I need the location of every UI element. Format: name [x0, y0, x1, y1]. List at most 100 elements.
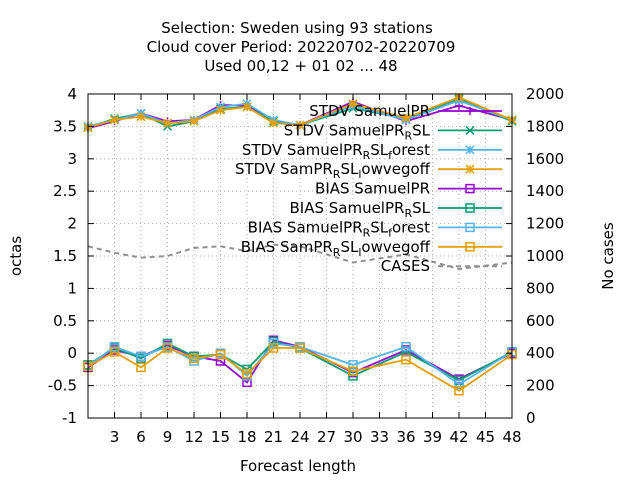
- data-point: [295, 343, 305, 353]
- data-point: [348, 99, 358, 109]
- legend-item-7: BIAS SamPRRSLlowvegoff: [241, 238, 502, 259]
- data-point: [215, 349, 226, 360]
- y2-tick-label: 1400: [526, 182, 564, 200]
- y2-tick-label: 1800: [526, 117, 564, 135]
- data-point: [136, 362, 146, 373]
- legend-key-marker: [465, 125, 475, 135]
- y-tick-label: -1: [62, 409, 77, 427]
- y-tick-label: 4: [67, 85, 77, 103]
- legend-label: BIAS SamuelPRRSLforest: [248, 218, 430, 239]
- legend-key-marker: [465, 242, 475, 252]
- series-8: [87, 243, 513, 270]
- data-point: [136, 351, 146, 362]
- x-tick-label: 9: [163, 428, 173, 446]
- data-point: [109, 115, 120, 125]
- y2-tick-label: 200: [526, 377, 555, 395]
- x-tick-label: 18: [237, 428, 256, 446]
- legend-item-3: STDV SamPRRSLlowvegoff: [235, 160, 502, 181]
- legend-key-marker: [466, 107, 474, 115]
- data-point: [189, 116, 199, 126]
- series-line: [87, 346, 513, 392]
- legend-item-5: BIAS SamuelPRRSL: [289, 199, 502, 220]
- series-line: [87, 342, 513, 386]
- y2-tick-label: 2000: [526, 85, 564, 103]
- data-point: [454, 386, 464, 396]
- data-point: [215, 105, 226, 115]
- data-point: [401, 113, 411, 123]
- x-tick-label: 48: [502, 428, 521, 446]
- legend-item-0: STDV SamuelPR: [309, 102, 502, 120]
- y2-tick-label: 1200: [526, 215, 564, 233]
- y2-tick-label: 0: [526, 409, 536, 427]
- legend-key-marker: [465, 183, 475, 194]
- legend-key-marker: [465, 145, 475, 155]
- x-tick-label: 27: [317, 428, 336, 446]
- chart-title: Selection: Sweden using 93 stations Clou…: [147, 19, 456, 75]
- data-point: [401, 341, 411, 352]
- title-line-1: Selection: Sweden using 93 stations: [161, 19, 433, 37]
- x-tick-label: 36: [396, 428, 415, 446]
- x-tick-label: 42: [449, 428, 468, 446]
- legend-item-6: BIAS SamuelPRRSLforest: [248, 218, 502, 239]
- y2-tick-label: 800: [526, 279, 555, 297]
- data-point: [295, 120, 305, 130]
- series-7: [83, 343, 517, 396]
- data-point: [109, 341, 120, 352]
- x-tick-label: 12: [184, 428, 203, 446]
- data-point: [454, 379, 464, 390]
- y2-tick-label: 600: [526, 312, 555, 330]
- data-point: [242, 369, 252, 379]
- legend-label: STDV SamuelPRRSL: [284, 121, 431, 142]
- legend-label: BIAS SamuelPRRSL: [289, 199, 430, 220]
- y-tick-label: 0.5: [53, 312, 77, 330]
- data-point: [136, 112, 146, 122]
- series-line: [87, 243, 513, 270]
- legend-key-marker: [465, 164, 475, 174]
- legend-item-8: CASES: [381, 257, 502, 275]
- y-tick-label: -0.5: [48, 377, 77, 395]
- data-point: [348, 360, 358, 370]
- y-tick-label: 2.5: [53, 182, 77, 200]
- legend-item-4: BIAS SamuelPR: [315, 180, 502, 198]
- y2-tick-label: 1000: [526, 247, 564, 265]
- x-tick-label: 39: [423, 428, 442, 446]
- title-line-3: Used 00,12 + 01 02 ... 48: [204, 57, 397, 75]
- legend-key-marker: [465, 222, 475, 233]
- legend-label: STDV SamuelPR: [309, 102, 430, 120]
- data-point: [242, 102, 252, 112]
- x-tick-label: 33: [370, 428, 389, 446]
- y2-tick-label: 400: [526, 344, 555, 362]
- data-point: [162, 343, 173, 353]
- legend-item-2: STDV SamuelPRRSLforest: [242, 141, 502, 162]
- legend-label: BIAS SamuelPR: [315, 180, 430, 198]
- y2-axis-label: No cases: [599, 222, 617, 290]
- legend-label: CASES: [381, 257, 430, 275]
- y-tick-label: 1.5: [53, 247, 77, 265]
- series-6: [83, 338, 517, 390]
- y2-tick-label: 1600: [526, 150, 564, 168]
- x-tick-label: 30: [343, 428, 362, 446]
- title-line-2: Cloud cover Period: 20220702-20220709: [147, 38, 456, 56]
- data-point: [348, 366, 358, 377]
- legend-label: STDV SamPRRSLlowvegoff: [235, 160, 431, 181]
- x-tick-label: 15: [211, 428, 230, 446]
- data-point: [189, 353, 199, 364]
- legend-label: STDV SamuelPRRSLforest: [242, 141, 430, 162]
- y-axis-label: octas: [7, 236, 25, 276]
- data-point: [162, 118, 173, 128]
- x-tick-label: 6: [136, 428, 146, 446]
- x-tick-label: 24: [290, 428, 309, 446]
- x-axis-label: Forecast length: [240, 457, 356, 475]
- x-tick-label: 45: [476, 428, 495, 446]
- data-point: [401, 354, 411, 365]
- data-point: [109, 347, 120, 357]
- x-tick-label: 21: [264, 428, 283, 446]
- legend-label: BIAS SamPRRSLlowvegoff: [241, 238, 431, 259]
- legend-key-marker: [465, 203, 475, 213]
- data-point: [268, 118, 279, 128]
- y-tick-label: 3: [67, 150, 77, 168]
- x-tick-label: 3: [110, 428, 120, 446]
